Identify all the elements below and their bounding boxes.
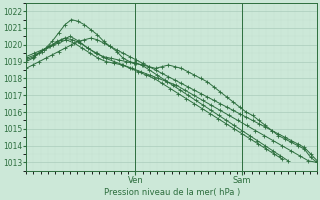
X-axis label: Pression niveau de la mer( hPa ): Pression niveau de la mer( hPa ) <box>104 188 240 197</box>
